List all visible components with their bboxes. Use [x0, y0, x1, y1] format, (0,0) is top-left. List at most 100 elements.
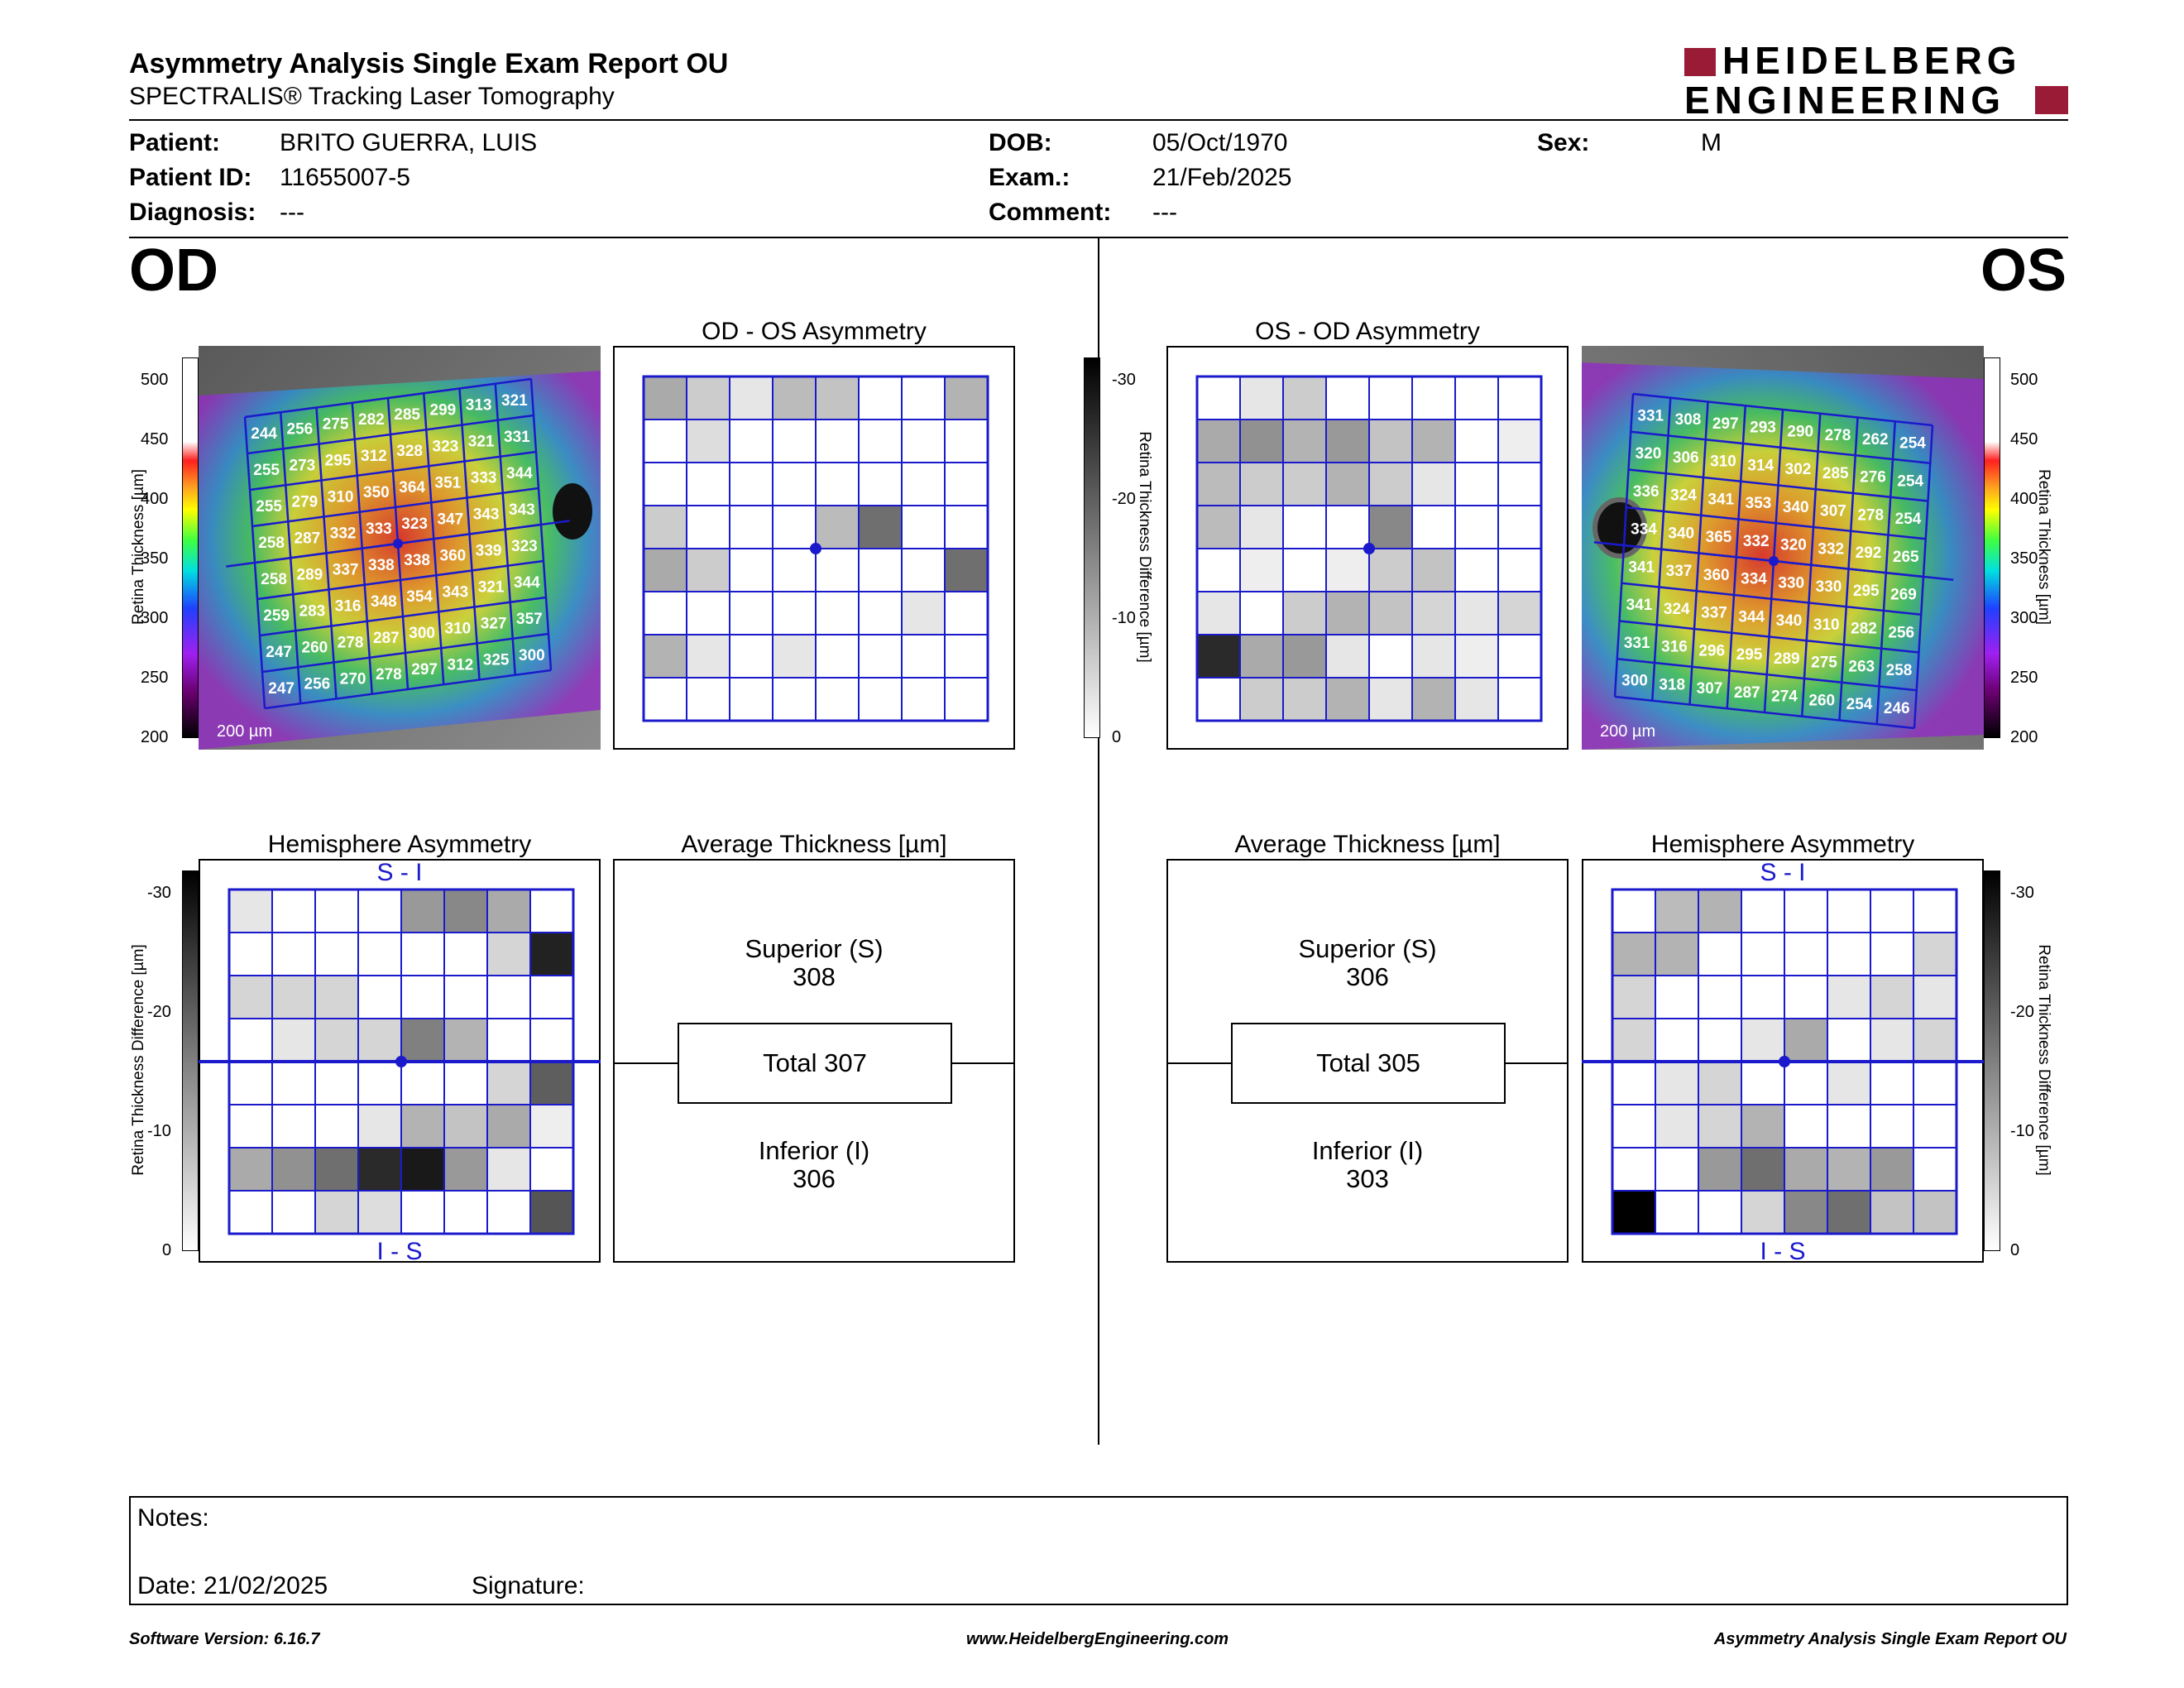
exam-value: 21/Feb/2025	[1152, 164, 1292, 191]
os-map-cell-value: 310	[1710, 453, 1736, 471]
od-map-cell-value: 289	[297, 566, 323, 583]
os-map-cell-value: 282	[1851, 621, 1877, 638]
os-superior-value: 306	[1346, 962, 1389, 991]
os-map-cell-value: 341	[1707, 491, 1734, 508]
od-map-cell-value: 283	[299, 602, 326, 620]
diagnosis-label: Diagnosis:	[129, 199, 256, 226]
od-map-cell-value: 350	[363, 484, 390, 501]
od-hemi-cell	[400, 1061, 445, 1105]
od-hemi-cell	[400, 1104, 445, 1149]
os-asym-cell	[1282, 505, 1327, 549]
od-inferior-label: Inferior (I)	[758, 1136, 870, 1165]
os-heading: OS	[1980, 237, 2067, 304]
os-map-cell-value: 263	[1848, 658, 1875, 675]
od-hemi-cell	[400, 932, 445, 976]
os-map-cell-value: 331	[1637, 407, 1664, 424]
od-asym-cell	[643, 462, 687, 506]
os-hemi-cell	[1784, 1147, 1828, 1192]
os-asym-cell	[1454, 505, 1499, 549]
patient-id-value: 11655007-5	[280, 164, 410, 191]
os-map-cell-value: 265	[1893, 549, 1919, 566]
od-scale-label: 200 µm	[217, 722, 272, 741]
os-asym-cell	[1196, 591, 1241, 635]
od-hemi-cell	[271, 932, 316, 976]
os-hemi-cell	[1913, 1061, 1957, 1105]
od-map-cell-value: 310	[328, 489, 354, 506]
od-asym-cell	[901, 505, 946, 549]
os-asym-cell	[1368, 677, 1413, 722]
os-map-cell-value: 302	[1785, 461, 1812, 478]
od-map-cell-value: 354	[406, 588, 433, 606]
od-map-cell-value: 327	[481, 616, 507, 633]
os-hemi-cell	[1741, 1061, 1785, 1105]
footer-report-name: Asymmetry Analysis Single Exam Report OU	[1713, 1630, 2067, 1648]
od-map-cell-value: 275	[323, 416, 349, 434]
od-hemi-cell	[271, 1061, 316, 1105]
os-map-cell-value: 246	[1884, 700, 1910, 717]
footer-website[interactable]: www.HeidelbergEngineering.com	[966, 1630, 1229, 1648]
os-hemi-cell	[1784, 1104, 1828, 1149]
od-asym-cell	[643, 376, 687, 420]
os-hemi-cell	[1827, 1104, 1871, 1149]
od-asym-cell	[944, 677, 989, 722]
od-map-cell-value: 295	[325, 453, 352, 470]
os-asym-cell	[1325, 505, 1370, 549]
od-map-cell-value: 321	[501, 392, 528, 410]
os-hemi-cell	[1784, 1018, 1828, 1062]
os-hemi-cell	[1870, 1190, 1914, 1235]
od-map-cell-value: 259	[263, 607, 290, 625]
os-hemi-svg: S - I I - S	[1582, 859, 1984, 1263]
od-tick-450: 450	[141, 430, 169, 448]
os-hemi-tick-20: -20	[2010, 1003, 2034, 1021]
os-asym-cell	[1497, 591, 1542, 635]
od-tick-400: 400	[141, 490, 169, 508]
os-hemi-panel: S - I I - S	[1582, 859, 1984, 1263]
os-map-cell-value: 254	[1899, 435, 1926, 453]
info-divider	[129, 237, 2068, 238]
od-asym-cell	[858, 462, 903, 506]
od-tick-250: 250	[141, 669, 169, 687]
os-map-cell-value: 337	[1701, 605, 1727, 622]
os-asym-cell	[1282, 634, 1327, 679]
os-tick-350: 350	[2010, 549, 2038, 568]
os-map-cell-value: 254	[1897, 472, 1923, 490]
od-asym-cell	[858, 548, 903, 592]
od-hemi-cell	[228, 889, 273, 933]
od-map-cell-value: 258	[261, 571, 287, 588]
os-asym-cell	[1497, 462, 1542, 506]
comment-value: ---	[1152, 199, 1177, 226]
os-asym-panel	[1166, 346, 1569, 750]
od-map-cell-value: 360	[440, 547, 467, 564]
os-map-cell-value: 320	[1636, 445, 1662, 463]
od-asym-cell	[901, 462, 946, 506]
od-hemi-cell	[400, 1018, 445, 1062]
od-asym-grid-border	[642, 375, 989, 722]
od-avg-title: Average Thickness [µm]	[681, 831, 947, 858]
od-asym-cell	[729, 376, 774, 420]
os-asym-cell	[1282, 376, 1327, 420]
od-map-cell-value: 300	[409, 625, 435, 642]
od-map-gridline	[261, 632, 549, 674]
os-inferior-value: 303	[1346, 1164, 1389, 1193]
od-asym-cell	[729, 634, 774, 679]
notes-signature: Signature:	[472, 1572, 585, 1599]
os-hemi-cell	[1698, 1061, 1742, 1105]
od-asym-cell	[772, 419, 817, 463]
os-hemi-axis-label: Retina Thickness Difference [µm]	[2035, 944, 2052, 1176]
od-map-cell-value: 247	[268, 680, 295, 698]
os-asym-cell	[1239, 419, 1284, 463]
od-asym-cell	[815, 462, 860, 506]
center-divider	[1098, 238, 1099, 1445]
os-map-cell-value: 292	[1856, 544, 1882, 562]
os-hemi-cell	[1784, 889, 1828, 933]
os-thickness-axis-label: Retina Thickness [µm]	[2035, 469, 2052, 625]
od-hemi-center-dot	[395, 1056, 407, 1067]
os-map-cell-value: 340	[1776, 612, 1803, 630]
od-map-cell-value: 357	[516, 611, 543, 628]
od-map-cell-value: 328	[396, 443, 423, 460]
od-map-cell-value: 344	[514, 574, 540, 592]
od-hemi-axis-label: Retina Thickness Difference [µm]	[130, 944, 147, 1176]
od-map-fovea	[393, 539, 403, 549]
od-asym-cell	[901, 591, 946, 635]
od-hemi-cell	[228, 1147, 273, 1192]
